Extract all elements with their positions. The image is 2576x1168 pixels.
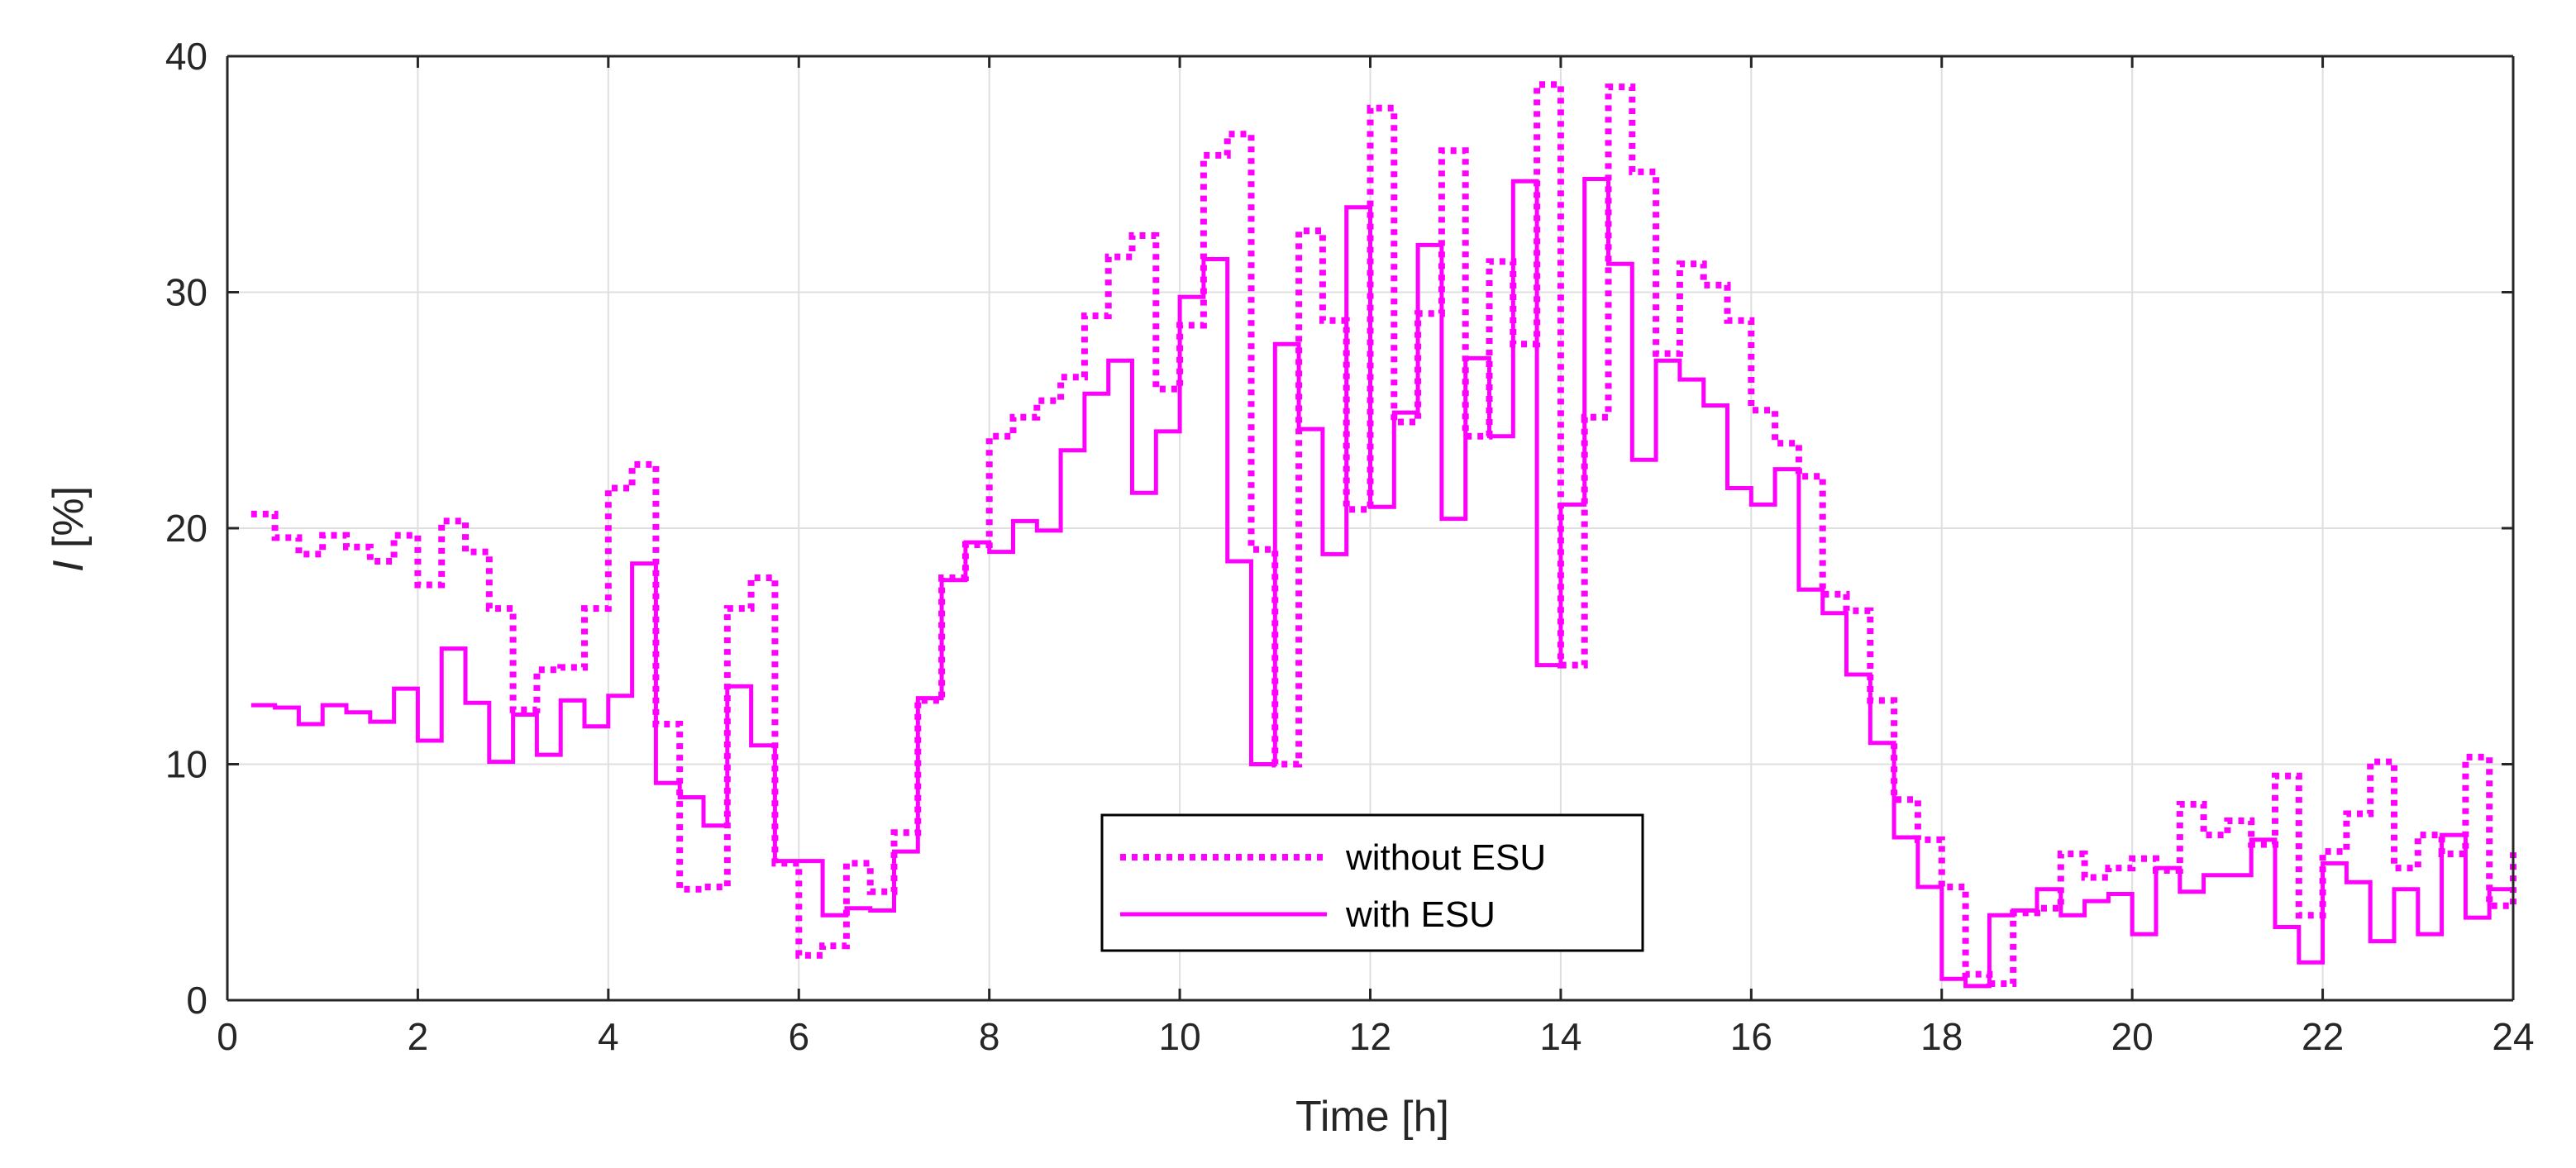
legend-box xyxy=(1100,813,1644,952)
x-tick-label: 6 xyxy=(788,1015,809,1058)
x-tick-label: 8 xyxy=(979,1015,1000,1058)
y-axis-label-unit: [%] xyxy=(45,486,93,560)
x-tick-label: 20 xyxy=(2111,1015,2154,1058)
legend-label-without-esu: without ESU xyxy=(1345,837,1546,878)
y-tick-label: 0 xyxy=(186,979,208,1022)
x-tick-label: 10 xyxy=(1158,1015,1200,1058)
series-layer xyxy=(250,81,2516,989)
y-axis-label: I [%] xyxy=(45,486,93,572)
x-tick-label: 2 xyxy=(408,1015,429,1058)
x-tick-label: 22 xyxy=(2302,1015,2344,1058)
y-tick-label: 10 xyxy=(165,743,208,786)
x-axis-label: Time [h] xyxy=(1295,1093,1449,1141)
legend-label-with-esu: with ESU xyxy=(1345,894,1496,935)
x-tick-label: 24 xyxy=(2492,1015,2534,1058)
y-tick-label: 30 xyxy=(165,271,208,314)
x-tick-label: 14 xyxy=(1539,1015,1581,1058)
series-line-with-esu xyxy=(250,177,2513,989)
x-tick-label: 16 xyxy=(1730,1015,1772,1058)
y-tick-label: 40 xyxy=(165,35,208,78)
x-tick-label: 18 xyxy=(1920,1015,1963,1058)
x-tick-label: 12 xyxy=(1349,1015,1391,1058)
x-tick-label: 0 xyxy=(217,1015,238,1058)
series-line-without-esu xyxy=(250,81,2516,987)
x-tick-label: 4 xyxy=(598,1015,619,1058)
legend: without ESU with ESU xyxy=(1100,813,1644,952)
y-axis-label-italic: I xyxy=(45,560,93,572)
y-tick-label: 20 xyxy=(165,507,208,550)
axes xyxy=(226,55,2515,1002)
